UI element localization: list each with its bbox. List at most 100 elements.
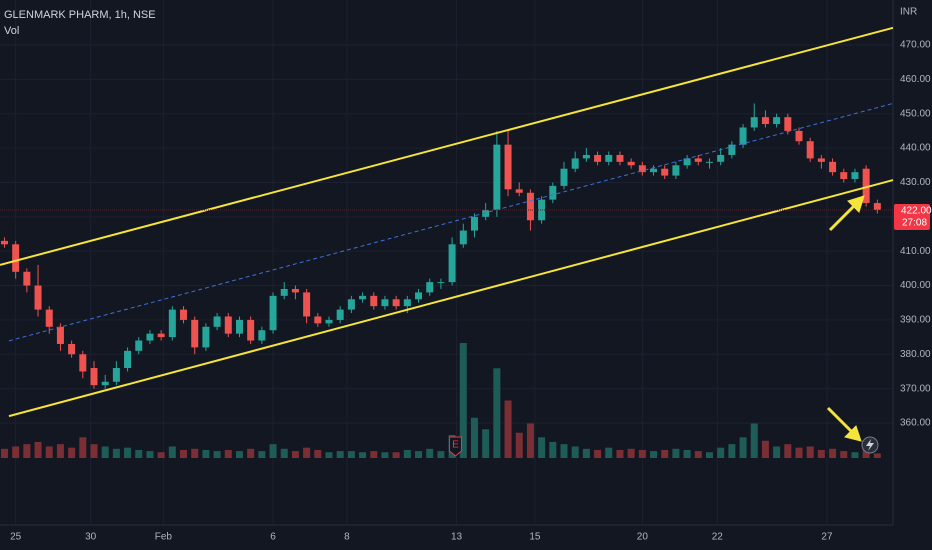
y-tick-label: 440.00 <box>900 143 931 154</box>
candle-body <box>68 343 76 355</box>
candle-body <box>325 319 333 324</box>
volume-bar <box>381 452 389 458</box>
candle-body <box>538 199 546 221</box>
candle-body <box>157 333 165 338</box>
volume-bar <box>627 448 635 458</box>
volume-bar <box>493 368 501 458</box>
candle-body <box>235 319 243 334</box>
candle-body <box>728 144 736 155</box>
candle-body <box>314 316 322 324</box>
volume-bar <box>135 449 143 458</box>
y-tick-label: 360.00 <box>900 418 931 429</box>
volume-bar <box>482 429 490 458</box>
volume-bar <box>23 444 31 458</box>
candle-body <box>459 230 467 245</box>
candle-body <box>493 144 501 210</box>
volume-bar <box>694 451 702 458</box>
volume-bar <box>325 452 333 458</box>
y-tick-label: 450.00 <box>900 108 931 119</box>
candle-body <box>247 319 255 341</box>
y-tick-label: 430.00 <box>900 177 931 188</box>
candle-body <box>761 117 769 125</box>
candle-body <box>90 368 98 386</box>
candle-body <box>627 161 635 166</box>
volume-bar <box>359 452 367 458</box>
volume-bar <box>840 451 848 458</box>
volume-bar <box>168 446 176 458</box>
y-tick-label: 470.00 <box>900 40 931 51</box>
volume-bar <box>180 449 188 458</box>
y-tick-label: 390.00 <box>900 315 931 326</box>
volume-bar <box>705 452 713 458</box>
y-tick-label: 460.00 <box>900 74 931 85</box>
candle-body <box>560 168 568 186</box>
candle-body <box>45 309 53 327</box>
volume-bar <box>79 437 87 458</box>
candle-body <box>851 172 859 180</box>
volume-bar <box>761 440 769 458</box>
candle-body <box>582 154 590 159</box>
volume-bar <box>683 449 691 458</box>
volume-bar <box>459 343 467 458</box>
x-tick-label: 22 <box>712 532 724 543</box>
candle-body <box>873 203 881 210</box>
volume-bar <box>717 447 725 458</box>
x-tick-label: 27 <box>821 532 833 543</box>
volume-bar <box>202 449 210 458</box>
volume-bar <box>739 437 747 458</box>
currency-label: INR <box>900 7 917 18</box>
volume-bar <box>146 451 154 458</box>
candle-body <box>269 295 277 331</box>
x-tick-label: 8 <box>344 532 350 543</box>
candle-body <box>202 326 210 348</box>
volume-bar <box>280 448 288 458</box>
volume-bar <box>0 448 8 458</box>
y-tick-label: 410.00 <box>900 246 931 257</box>
earnings-badge <box>448 436 462 457</box>
alert-icon[interactable] <box>861 436 879 454</box>
candle-body <box>213 316 221 327</box>
candle-body <box>191 319 199 348</box>
candle-body <box>101 381 109 386</box>
volume-bar <box>269 444 277 458</box>
x-tick-label: 6 <box>270 532 276 543</box>
volume-bar <box>157 452 165 458</box>
volume-bar <box>258 451 266 458</box>
last-price-label: 422.00 <box>901 206 932 217</box>
volume-bar <box>34 441 42 458</box>
candle-body <box>638 165 646 173</box>
volume-bar <box>68 447 76 458</box>
candle-body <box>773 117 781 125</box>
volume-bar <box>235 451 243 458</box>
volume-bar <box>873 453 881 458</box>
candle-body <box>840 172 848 180</box>
candle-body <box>448 244 456 283</box>
candle-body <box>806 141 814 159</box>
candle-body <box>426 282 434 293</box>
volume-bar <box>213 451 221 458</box>
trend-line <box>8 102 894 342</box>
candle-body <box>112 368 120 382</box>
volume-bar <box>191 448 199 458</box>
volume-bar <box>571 446 579 458</box>
x-tick-label: Feb <box>155 532 173 543</box>
candle-body <box>258 330 266 341</box>
candle-body <box>482 209 490 217</box>
candle-body <box>504 144 512 190</box>
volume-bar <box>773 446 781 458</box>
volume-bar <box>247 448 255 458</box>
volume-bar <box>124 447 132 458</box>
candle-body <box>23 271 31 286</box>
chart-title: GLENMARK PHARM, 1h, NSE <box>4 9 156 21</box>
candle-body <box>717 154 725 162</box>
volume-bar <box>45 446 53 458</box>
volume-bar <box>504 400 512 458</box>
candle-body <box>661 168 669 176</box>
candle-body <box>280 288 288 296</box>
volume-bar <box>12 446 20 458</box>
earnings-marker: E <box>452 440 459 451</box>
volume-bar <box>750 423 758 458</box>
x-tick-label: 30 <box>85 532 97 543</box>
volume-bar <box>851 452 859 458</box>
